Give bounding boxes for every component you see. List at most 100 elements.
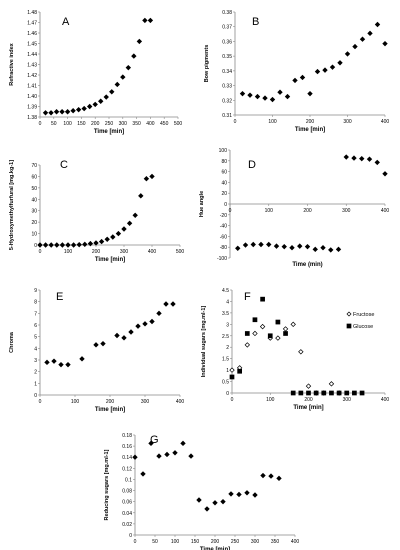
panel-label: E [56,291,63,303]
data-point-series0 [366,156,373,162]
data-point-series0 [320,245,326,251]
data-point-series0 [100,340,106,347]
panel-b: 0.31 0.32 0.33 0.34 0.35 0.36 0.37 0.38 0 100 200 3… [204,10,389,133]
data-point-series0 [344,51,351,57]
y-tick-label: 1.41 [27,84,37,90]
data-point-series0 [126,220,133,226]
data-point-glucose [352,390,357,396]
data-point-series0 [121,226,127,232]
data-point-series0 [180,440,186,447]
data-point-series0 [254,93,261,100]
y-tick-label: 1.39 [27,105,37,111]
legend-marker-fructose [346,311,352,317]
y-tick-label: 0.35 [222,54,232,60]
data-point-series0 [329,64,336,70]
legend-marker-glucose [346,323,352,329]
data-point-series0 [110,234,116,240]
data-point-series0 [58,361,64,368]
data-point-series0 [242,242,249,248]
x-axis-label: Time [min] [295,127,325,133]
data-point-series0 [135,323,141,329]
data-point-series0 [359,155,365,162]
x-tick-label: 300 [343,397,352,403]
data-point-glucose [336,390,342,396]
data-point-series0 [82,241,88,248]
data-point-series0 [273,243,280,249]
panel-label: F [244,291,251,303]
y-tick-label: 6 [34,323,37,329]
data-point-series0 [132,212,138,218]
data-point-series0 [92,101,98,108]
data-point-series0 [48,110,54,116]
data-point-series0 [128,329,134,335]
data-point-series0 [136,38,143,45]
data-point-series0 [142,17,148,24]
data-point-series0 [250,241,256,248]
x-tick-label: 100 [64,249,73,255]
data-point-glucose [306,390,311,396]
data-point-series0 [70,108,76,114]
x-tick-label: 400 [146,121,155,127]
data-point-series0 [103,94,109,100]
y-tick-label: 0.02 [122,522,132,528]
y-tick-label: 0.32 [222,98,232,104]
y-tick-label: 0.08 [122,489,132,495]
data-point-series0 [54,242,60,248]
legend-label-glucose: Glucose [353,324,373,330]
y-tick-label: 2.5 [222,334,229,340]
data-point-series0 [304,243,311,250]
y-tick-label: 1.44 [27,52,37,58]
y-tick-label: 100 [219,148,228,154]
y-tick-label: 4.5 [222,288,229,294]
data-point-series0 [258,241,264,248]
data-point-glucose [267,333,273,339]
y-tick-label: 1.42 [27,73,37,79]
y-tick-label: 7 [34,311,37,317]
panel-label: G [150,434,159,446]
x-axis-label: Time [min] [95,257,125,263]
y-tick-label: 1.38 [27,115,37,121]
y-tick-label: 0.36 [222,39,232,45]
y-tick-label: 10 [31,232,37,238]
data-point-series0 [98,98,104,104]
panel-label: D [248,159,256,171]
y-tick-label: 0.12 [122,466,132,472]
x-tick-label: 300 [342,208,351,214]
data-point-series0 [140,471,146,477]
x-tick-label: 100 [265,208,274,214]
data-point-series0 [276,475,282,482]
panel-f: 0 0.5 1 1.5 2 2.5 3 3.5 4 4.5 0 100 200 300 400 Time [m… [201,288,389,411]
y-tick-label: 0.06 [122,500,132,506]
data-point-series0 [109,89,115,95]
x-tick-label: 400 [176,399,185,405]
data-point-series0 [37,242,43,248]
x-tick-label: 0 [39,121,42,127]
x-tick-label: 300 [343,119,352,125]
data-point-series0 [220,498,226,505]
x-tick-label: 500 [176,249,185,255]
y-tick-label: 0.04 [122,511,132,517]
y-tick-label: 3.5 [222,311,229,317]
y-tick-label: 0.18 [122,433,132,439]
data-point-series0 [335,246,342,253]
data-point-series0 [98,238,105,245]
y-tick-label: 60 [221,170,227,176]
data-point-series0 [87,240,94,247]
data-point-series0 [44,359,50,366]
data-point-series0 [172,450,178,456]
x-tick-label: 150 [191,539,200,545]
data-point-series0 [374,159,380,166]
panel-a: 1.38 1.39 1.40 1.41 1.42 1.43 1.44 1.45 1.46 1.47… [9,10,182,135]
data-point-series0 [79,356,85,362]
y-axis-label: 5-Hydroxymethylfurfural [mg.kg-1] [9,160,15,250]
data-point-series0 [42,110,49,116]
data-point-glucose [237,368,242,374]
x-axis-label: Time [min] [95,407,125,413]
data-point-series0 [367,30,373,37]
data-point-series0 [337,60,343,66]
data-point-series0 [143,176,150,182]
y-tick-label: 1.5 [222,357,229,363]
x-tick-label: 0 [231,397,234,403]
y-axis-label: Reducing sugars [mg.ml-1] [104,449,110,520]
x-tick-label: 50 [51,121,57,127]
